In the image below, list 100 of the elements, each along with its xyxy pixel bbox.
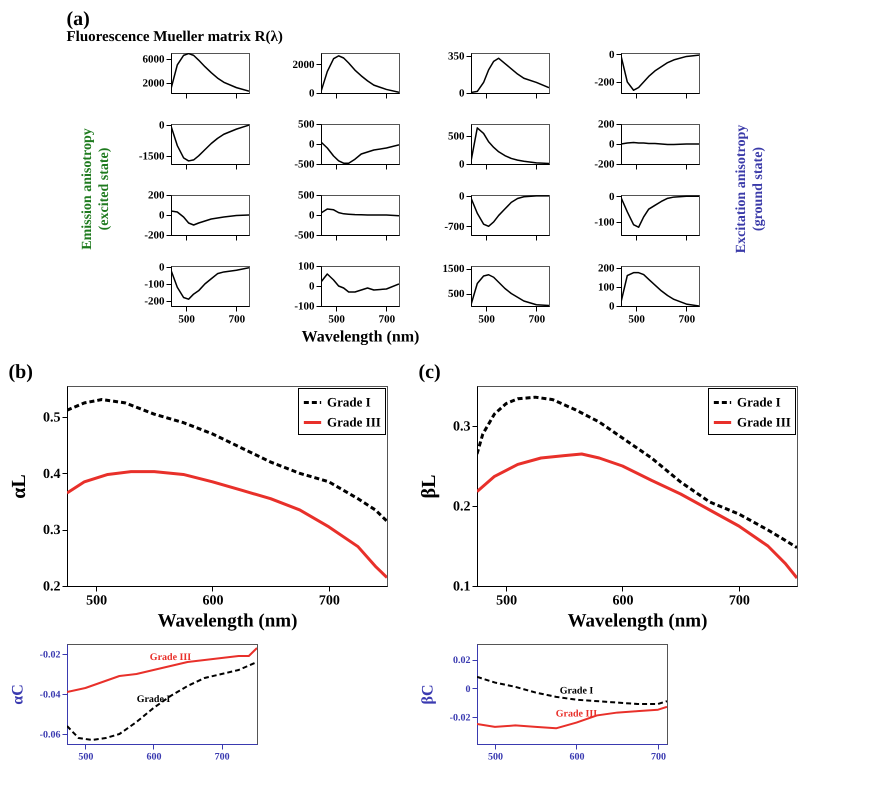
text: Excitation anisotropy: [734, 124, 749, 254]
chart-title: (c): [418, 361, 441, 383]
y-tick-label: 500: [298, 190, 315, 202]
legend-label: Grade I: [327, 394, 371, 410]
text: (excited state): [97, 148, 112, 230]
y-tick-label: 0.4: [43, 466, 60, 482]
y-tick-label: 0: [609, 48, 615, 61]
chart-title: (b): [8, 361, 33, 383]
y-tick-label: 0: [609, 300, 615, 312]
y-tick-label: 0.02: [453, 655, 470, 666]
line-series: [67, 647, 257, 693]
x-tick-label: 700: [651, 752, 666, 762]
legend-label: Grade III: [327, 414, 381, 430]
y-axis-title: αL: [8, 474, 30, 499]
y-tick-label: -200: [144, 295, 165, 308]
x-tick-label: 700: [318, 594, 340, 608]
x-axis-title: Wavelength (nm): [302, 328, 420, 346]
x-tick-label: 700: [678, 314, 696, 326]
y-tick-label: 0: [159, 210, 165, 222]
y-tick-label: 0: [466, 684, 470, 695]
y-axis-title: βL: [418, 474, 440, 498]
y-tick-label: -200: [594, 76, 615, 88]
y-axis-title: αC: [10, 684, 27, 705]
y-axis-title: βC: [420, 684, 437, 704]
chart-title: (a): [66, 8, 90, 30]
y-tick-label: 0.3: [43, 523, 60, 538]
y-tick-label: -200: [594, 158, 615, 170]
y-tick-label: 350: [448, 50, 465, 63]
y-tick-label: 0.5: [43, 410, 60, 426]
x-tick-label: 600: [612, 594, 634, 608]
x-tick-label: 600: [146, 752, 162, 762]
x-axis-title: Wavelength (nm): [568, 610, 708, 632]
x-tick-label: 500: [78, 752, 94, 762]
y-tick-label: 500: [448, 130, 465, 143]
legend-label: Grade I: [737, 394, 781, 410]
y-tick-label: 0: [609, 138, 615, 150]
x-axis-title: Wavelength (nm): [158, 610, 298, 632]
y-tick-label: -500: [294, 230, 315, 242]
line-series: [477, 706, 667, 730]
x-tick-label: 500: [496, 594, 518, 608]
y-tick-label: 0: [309, 88, 315, 100]
x-tick-label: 700: [528, 314, 546, 326]
y-tick-label: -100: [294, 300, 315, 312]
x-tick-label: 700: [214, 752, 230, 762]
y-tick-label: 0: [309, 138, 315, 150]
y-tick-label: -0.02: [450, 712, 470, 724]
x-tick-label: 500: [628, 314, 646, 326]
y-tick-label: 0: [459, 158, 465, 170]
y-tick-label: -0.04: [40, 690, 60, 700]
y-tick-label: -0.06: [40, 730, 60, 740]
text: (ground state): [751, 146, 766, 232]
series-label: Grade III: [150, 652, 192, 663]
x-tick-label: 700: [728, 594, 750, 608]
y-tick-label: 0: [159, 120, 165, 132]
y-tick-label: 0: [609, 190, 615, 203]
y-tick-label: 0.2: [43, 580, 60, 594]
y-tick-label: 500: [448, 288, 465, 300]
y-tick-label: 0: [309, 210, 315, 222]
y-tick-label: -500: [294, 158, 315, 170]
y-tick-label: 0.3: [453, 420, 470, 434]
y-tick-label: 1500: [442, 263, 465, 275]
y-tick-label: 6000: [142, 53, 165, 66]
y-tick-label: -700: [444, 220, 465, 233]
y-tick-label: 2000: [142, 77, 165, 90]
y-tick-label: 100: [298, 260, 315, 272]
y-tick-label: 2000: [292, 58, 315, 71]
x-tick-label: 500: [328, 314, 346, 326]
legend-label: Grade III: [737, 414, 791, 430]
series-label: Grade I: [560, 686, 594, 697]
y-tick-label: -200: [144, 230, 165, 242]
y-tick-label: 100: [598, 281, 615, 294]
y-tick-label: 0: [309, 280, 315, 292]
x-tick-label: 500: [488, 752, 503, 762]
y-tick-label: 500: [298, 118, 315, 130]
x-tick-label: 500: [178, 314, 196, 326]
line-series: [67, 661, 257, 741]
y-tick-label: -0.02: [40, 650, 60, 660]
y-tick-label: 0.1: [453, 580, 470, 594]
y-tick-label: -1500: [138, 150, 165, 162]
y-tick-label: 0: [459, 190, 465, 202]
y-tick-label: 200: [598, 262, 615, 274]
x-tick-label: 700: [378, 314, 396, 326]
x-tick-label: 700: [228, 314, 246, 326]
x-tick-label: 500: [86, 594, 108, 608]
x-tick-label: 600: [202, 594, 224, 608]
x-tick-label: 600: [569, 752, 584, 762]
line-series: [477, 676, 667, 705]
y-tick-label: -100: [144, 278, 165, 290]
y-tick-label: 0: [159, 261, 165, 274]
y-tick-label: 200: [148, 190, 165, 202]
y-tick-label: 0.2: [453, 500, 470, 514]
y-tick-label: 0: [459, 88, 465, 100]
chart-subtitle: Fluorescence Mueller matrix R(λ): [66, 28, 283, 45]
series-label: Grade I: [136, 694, 170, 705]
line-series: [67, 470, 387, 580]
y-tick-label: -100: [594, 216, 615, 229]
line-series: [477, 452, 797, 580]
text: Emission anisotropy: [80, 128, 95, 250]
x-tick-label: 500: [478, 314, 496, 326]
y-tick-label: 200: [598, 118, 615, 130]
